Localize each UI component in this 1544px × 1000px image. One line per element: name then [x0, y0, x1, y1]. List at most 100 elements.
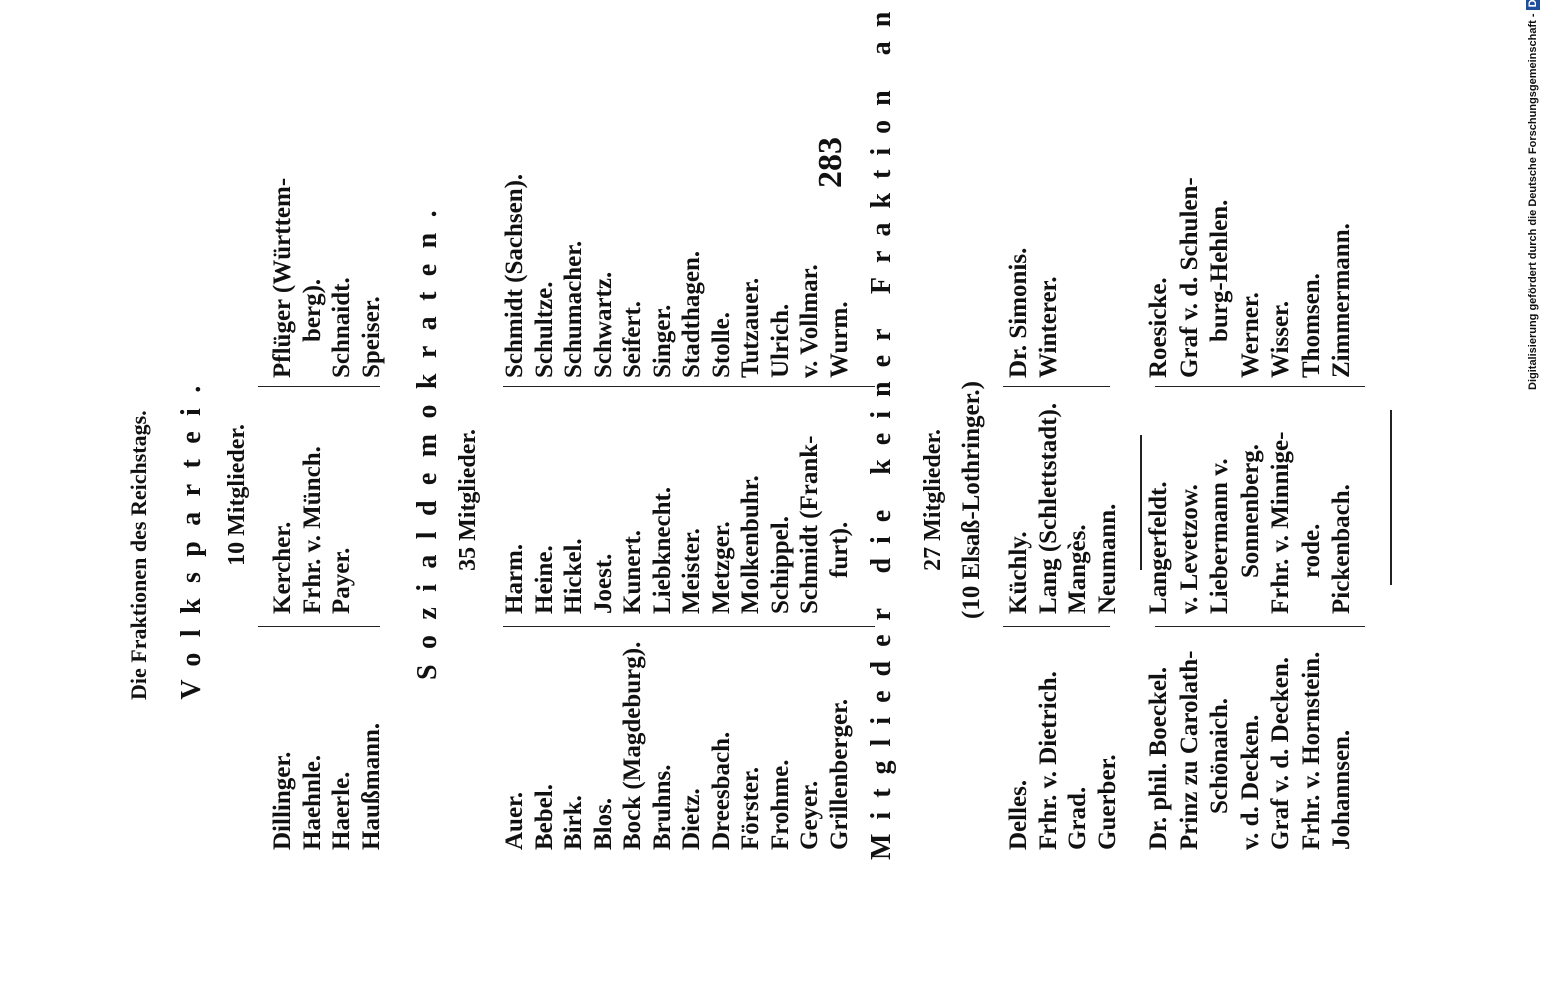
member-name: Thomsen.	[1297, 273, 1325, 378]
member-name: Frhr. v. Minnige-	[1267, 431, 1294, 614]
member-name: Roesicke.	[1145, 277, 1172, 378]
member-name: Zimmermann.	[1328, 223, 1355, 378]
name-column: Dillinger. Haehnle. Haerle. Haußmann.	[268, 723, 386, 850]
member-name: Stadthagen.	[678, 250, 705, 378]
member-name: Schwartz.	[589, 271, 617, 378]
member-name: Bruhns.	[648, 764, 676, 850]
member-name: Ulrich.	[766, 303, 794, 378]
member-name: Heine.	[530, 545, 558, 614]
separator-rule	[1390, 410, 1392, 585]
member-name: Molkenbuhr.	[737, 475, 764, 614]
name-column: Küchly. Lang (Schlettstadt). Mangès. Neuman…	[1004, 403, 1122, 614]
section-title: Volkspartei.	[176, 370, 207, 700]
section-title: Sozialdemokraten.	[412, 194, 443, 680]
separator-rule	[1140, 435, 1142, 570]
member-name: Mangès.	[1064, 524, 1091, 614]
group-note: (10 Elsaß-Lothringer.)	[958, 381, 985, 619]
member-name: Prinz zu Carolath-	[1175, 650, 1203, 850]
member-name: Harm.	[501, 543, 528, 614]
member-name: Seifert.	[619, 300, 646, 378]
attribution: Digitalisierung gefördert durch die Deut…	[1526, 0, 1540, 390]
member-name: Graf v. d. Decken.	[1267, 656, 1294, 850]
member-count: 27 Mitglieder.	[920, 429, 946, 571]
member-name: Liebermann v.	[1206, 458, 1233, 614]
member-name: Grad.	[1064, 786, 1091, 850]
member-name: Schultze.	[530, 281, 558, 378]
name-column: Auer. Bebel. Birk. Blos. Bock (Magdeburg). Br…	[500, 642, 854, 850]
member-name: Kunert.	[619, 529, 646, 614]
member-name: Wisser.	[1267, 300, 1294, 378]
member-name: Schnaidt.	[328, 277, 355, 378]
column-rule	[258, 626, 380, 627]
member-name: Singer.	[648, 304, 676, 378]
member-name: Bebel.	[530, 784, 558, 850]
dfg-logo: DFG	[1526, 0, 1540, 11]
member-name: Schmidt (Sachsen).	[501, 173, 528, 378]
member-name: Hickel.	[560, 538, 587, 614]
column-rule	[503, 626, 875, 627]
member-name: Dr. Simonis.	[1005, 247, 1032, 378]
member-name: Dietz.	[678, 788, 705, 850]
member-name: Stolle.	[707, 312, 735, 378]
column-rule	[503, 386, 875, 387]
member-name: Tutzauer.	[737, 277, 764, 378]
member-name: Langerfeldt.	[1145, 481, 1172, 614]
member-name: furt).	[825, 521, 853, 578]
member-name: Dr. phil. Boeckel.	[1145, 666, 1172, 850]
name-column: Langerfeldt. v. Levetzow. Liebermann v. Son…	[1144, 432, 1358, 614]
member-count: 10 Mitglieder.	[224, 424, 250, 566]
member-name: rode.	[1297, 523, 1325, 578]
member-name: Sonnenberg.	[1236, 443, 1264, 578]
attribution-text: Digitalisierung gefördert durch die Deut…	[1527, 13, 1539, 390]
member-name: Schippel.	[766, 516, 794, 614]
name-column: Schmidt (Sachsen). Schultze. Schumacher. Sc…	[500, 174, 854, 378]
member-name: Werner.	[1236, 292, 1264, 378]
member-name: Joest.	[589, 553, 617, 614]
member-name: v. d. Decken.	[1236, 714, 1264, 850]
member-name: Haußmann.	[357, 722, 385, 850]
name-column: Delles. Frhr. v. Dietrich. Grad. Guerber.	[1004, 671, 1122, 850]
member-name: Liebknecht.	[648, 486, 676, 614]
member-name: Johannsen.	[1328, 729, 1355, 850]
column-rule	[1003, 386, 1110, 387]
member-name: Auer.	[501, 791, 528, 850]
name-column: Dr. Simonis. Winterer.	[1004, 248, 1063, 378]
member-name: Neumann.	[1093, 503, 1121, 614]
section-title: Mitglieder die keiner Fraktion angehören…	[866, 0, 897, 860]
member-name: Birk.	[560, 795, 587, 850]
member-name: Frhr. v. Münch.	[298, 446, 326, 614]
name-column: Kercher. Frhr. v. Münch. Payer.	[268, 446, 357, 614]
member-name: Guerber.	[1093, 754, 1121, 850]
member-name: Schumacher.	[560, 240, 587, 378]
member-count: 35 Mitglieder.	[455, 429, 481, 571]
member-name: Schönaich.	[1206, 697, 1233, 814]
member-name: Meister.	[678, 528, 705, 614]
member-name: Delles.	[1005, 779, 1032, 850]
name-column: Pflüger (Württem-berg). Schnaidt. Speiser.	[268, 178, 386, 378]
member-name: Pflüger (Württem-	[269, 177, 296, 378]
member-name: Frohme.	[766, 759, 794, 851]
member-name: Dreesbach.	[707, 731, 735, 850]
member-name: Haerle.	[328, 771, 355, 850]
column-rule	[258, 386, 380, 387]
name-column: Roesicke. Graf v. d. Schulen-burg-Hehlen.…	[1144, 177, 1358, 378]
member-name: Geyer.	[796, 780, 823, 850]
name-column: Dr. phil. Boeckel. Prinz zu Carolath- Schö…	[1144, 650, 1358, 850]
member-name: Wurm.	[825, 301, 853, 378]
member-name: Förster.	[737, 766, 764, 850]
member-name: Metzger.	[707, 521, 735, 614]
member-name: Haehnle.	[298, 754, 326, 850]
member-name: Küchly.	[1005, 531, 1032, 614]
member-name: Bock (Magdeburg).	[619, 641, 646, 850]
member-name: Dillinger.	[269, 751, 296, 850]
member-name: Frhr. v. Hornstein.	[1297, 651, 1325, 850]
name-column: Harm. Heine. Hickel. Joest. Kunert. Liebknech…	[500, 436, 854, 614]
member-name: berg).	[298, 278, 326, 342]
member-name: burg-Hehlen.	[1206, 199, 1233, 342]
member-name: Payer.	[328, 547, 355, 614]
member-name: Schmidt (Frank-	[796, 435, 823, 614]
member-name: Graf v. d. Schulen-	[1175, 177, 1203, 378]
